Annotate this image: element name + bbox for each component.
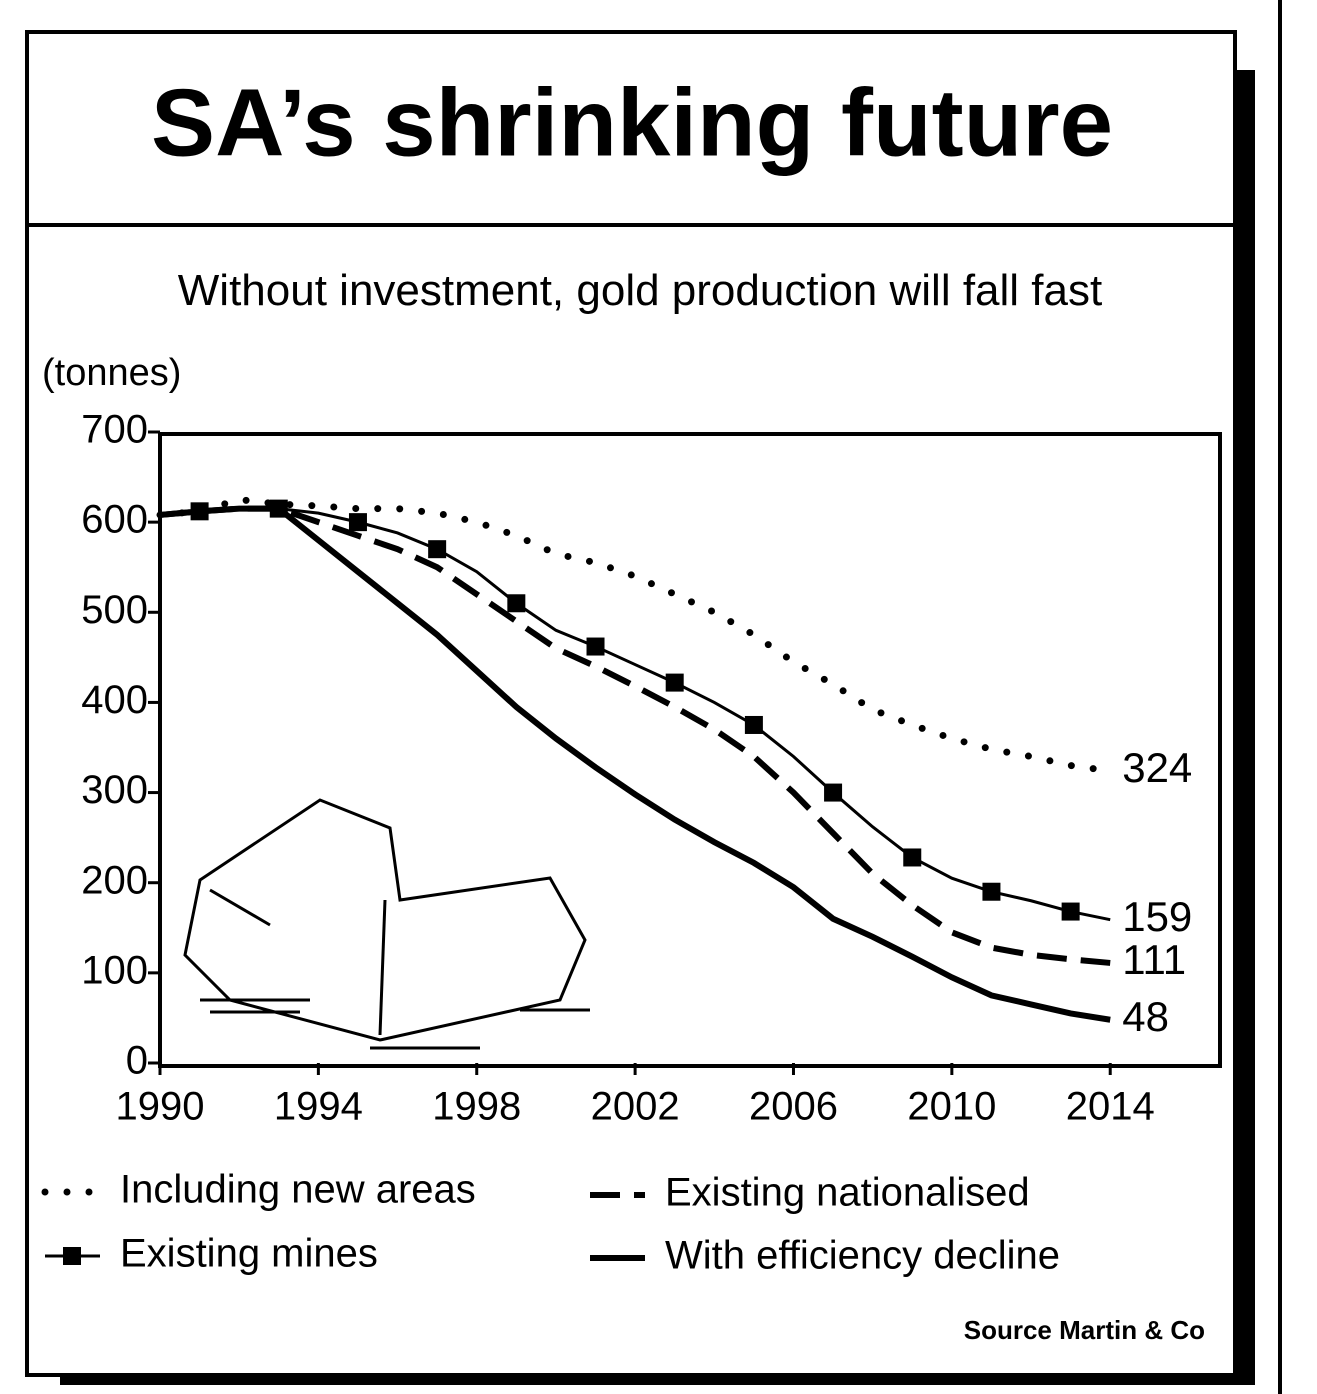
x-tick-label: 2002 <box>591 1085 680 1129</box>
marker <box>982 882 1001 901</box>
y-tick-label: 500 <box>81 588 148 632</box>
legend-marker <box>63 1247 81 1265</box>
legend-label: With efficiency decline <box>665 1234 1060 1278</box>
marker <box>665 673 684 692</box>
source: Source Martin & Co <box>964 1315 1205 1345</box>
end-label: 111 <box>1122 936 1186 983</box>
marker <box>903 848 922 867</box>
gold-bars-illustration <box>183 798 590 1050</box>
series-line <box>159 505 1111 1023</box>
marker <box>428 540 447 559</box>
x-tick-label: 2010 <box>907 1085 996 1129</box>
y-tick-label: 300 <box>81 768 148 812</box>
shadow <box>1235 70 1255 1385</box>
series-line <box>159 505 1111 966</box>
legend-label: Existing mines <box>120 1232 378 1276</box>
y-tick-label: 200 <box>81 858 148 902</box>
shadow <box>60 1375 1255 1385</box>
frame <box>25 30 1237 1377</box>
marker <box>586 637 605 656</box>
chart-title: SA’s shrinking future <box>151 69 1113 176</box>
end-label: 159 <box>1122 893 1192 940</box>
chart-subtitle: Without investment, gold production will… <box>177 266 1103 315</box>
series-line <box>159 507 1111 922</box>
x-tick-label: 1990 <box>116 1085 205 1129</box>
y-axis-label: (tonnes) <box>42 352 181 394</box>
y-tick-label: 700 <box>81 408 148 452</box>
x-tick-label: 2006 <box>749 1085 838 1129</box>
x-tick-label: 2014 <box>1066 1085 1155 1129</box>
marker <box>507 594 526 613</box>
x-tick-label: 1994 <box>274 1085 363 1129</box>
end-label: 48 <box>1122 993 1169 1040</box>
marker <box>824 783 843 802</box>
plot-frame <box>158 432 1222 1068</box>
end-label: 324 <box>1122 744 1192 791</box>
marker <box>348 513 367 532</box>
legend-label: Including new areas <box>120 1168 476 1212</box>
legend-label: Existing nationalised <box>665 1171 1030 1215</box>
y-tick-label: 600 <box>81 498 148 542</box>
marker <box>1061 902 1080 921</box>
y-tick-label: 0 <box>126 1039 148 1083</box>
y-tick-label: 400 <box>81 678 148 722</box>
marker <box>744 715 763 734</box>
y-tick-label: 100 <box>81 948 148 992</box>
x-tick-label: 1998 <box>432 1085 521 1129</box>
